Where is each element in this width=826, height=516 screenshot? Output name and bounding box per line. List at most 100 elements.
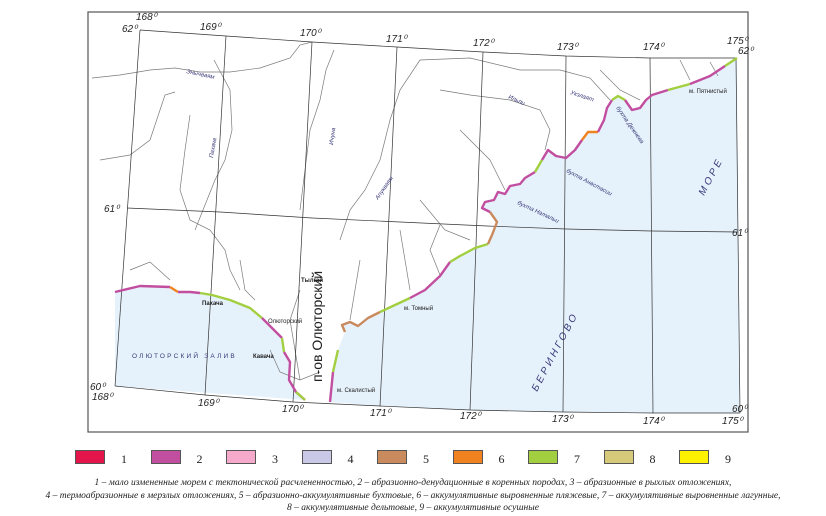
coast-segment	[596, 99, 614, 133]
caption-line: 4 – термоабразионные в мерзлых отложения…	[45, 490, 781, 501]
river	[679, 59, 691, 81]
cape-label: м. Томный	[404, 305, 433, 312]
meridian-line	[469, 51, 484, 411]
coast-segment	[624, 88, 669, 112]
coast-segment	[169, 285, 179, 294]
coast-segment	[295, 391, 306, 401]
lon-top-label: 174⁰	[643, 42, 666, 53]
legend: 1 2 3 4 5 6 7 8 9	[0, 450, 826, 470]
lon-top-label: 168⁰	[136, 12, 159, 23]
legend-swatch-1	[75, 450, 105, 464]
coast-segment	[261, 317, 283, 339]
coast-segment	[409, 261, 451, 300]
legend-swatch-8	[603, 450, 634, 464]
meridian-line	[204, 35, 227, 396]
sea-water	[330, 58, 740, 413]
river-label: Пахача	[209, 137, 218, 158]
river	[91, 41, 313, 79]
legend-swatch-5	[377, 450, 407, 464]
meridian-line	[649, 57, 654, 414]
river-network	[91, 41, 719, 381]
legend-caption: 1 – мало измененные морем с тектоническо…	[0, 477, 826, 515]
legend-number: 3	[272, 452, 278, 466]
lon-top-label: 175⁰	[727, 36, 750, 47]
river	[289, 289, 301, 381]
coast-segment	[611, 94, 626, 102]
coast-segment	[199, 291, 263, 319]
legend-number: 1	[121, 452, 127, 466]
lon-bottom-label: 169⁰	[198, 398, 221, 409]
settlement-label: Кавача	[253, 354, 274, 360]
legend-swatch-7	[528, 450, 558, 464]
legend-number: 7	[574, 452, 580, 466]
lon-top-label: 171⁰	[386, 34, 409, 45]
legend-number: 4	[347, 452, 354, 466]
coordinate-grid	[114, 29, 741, 414]
river	[459, 129, 506, 191]
lon-bottom-label: 172⁰	[460, 411, 483, 422]
river	[194, 59, 233, 231]
meridian-line	[562, 55, 567, 413]
coast-segment	[689, 65, 726, 86]
coast-segment	[379, 296, 411, 314]
legend-swatch-3	[226, 450, 256, 464]
peninsula-label: п-ов Олюторский	[309, 271, 325, 382]
lat-left-label: 62⁰	[122, 24, 139, 35]
coast-segment	[449, 242, 489, 264]
coast-segment	[581, 130, 598, 141]
gulf-label: ОЛЮТОРСКИЙ ЗАЛИВ	[132, 351, 237, 360]
coast-segment	[114, 284, 171, 294]
river	[339, 57, 611, 241]
lon-bottom-label: 174⁰	[643, 416, 666, 427]
legend-swatch-2	[150, 450, 181, 464]
river	[299, 49, 335, 211]
lon-bottom-label: 173⁰	[552, 414, 575, 425]
river-label: Энычваям	[186, 69, 215, 81]
river	[599, 69, 641, 101]
river	[349, 259, 361, 321]
coast-segment	[724, 57, 738, 67]
river	[429, 224, 441, 276]
legend-swatch-9	[679, 450, 709, 464]
lon-top-label: 172⁰	[473, 38, 496, 49]
legend-number: 6	[498, 452, 505, 466]
river	[439, 89, 551, 151]
legend-swatch-6	[452, 450, 483, 464]
meridian-line	[735, 57, 741, 414]
river	[239, 259, 256, 301]
legend-number: 5	[423, 452, 429, 466]
river	[419, 199, 471, 241]
coast-segment	[331, 349, 340, 373]
coast-segment	[486, 211, 499, 245]
lon-bottom-label: 168⁰	[92, 392, 115, 403]
coast-segment	[178, 290, 201, 295]
lon-top-label: 173⁰	[557, 42, 580, 53]
lat-right-label: 62⁰	[738, 46, 755, 57]
cape-label: м. Скалистый	[337, 387, 375, 394]
parallel-line	[114, 385, 740, 414]
legend-number: 2	[196, 452, 203, 466]
lon-top-label: 170⁰	[300, 28, 323, 39]
river-label: Ичуна	[329, 127, 337, 145]
river	[179, 114, 241, 291]
meridian-line	[379, 46, 398, 407]
lon-bottom-label: 175⁰	[722, 416, 745, 427]
coast-segment	[280, 337, 286, 353]
settlement-label: Олюторский	[268, 318, 302, 325]
coastal-map: 168⁰ 169⁰ 170⁰ 171⁰ 172⁰ 173⁰ 174⁰ 175⁰ …	[87, 11, 755, 433]
river	[399, 229, 411, 291]
legend-swatch-4	[301, 450, 332, 464]
parallel-line	[139, 29, 736, 59]
river	[709, 61, 719, 77]
river	[129, 261, 171, 281]
legend-number: 9	[725, 452, 731, 466]
legend-number: 8	[649, 452, 656, 466]
coast-segment	[533, 159, 544, 173]
coast-segment	[340, 310, 381, 333]
lon-bottom-label: 170⁰	[282, 404, 305, 415]
caption-line: 8 – аккумулятивные дельтовые, 9 – аккуму…	[287, 503, 539, 513]
settlement-label: Пахача	[202, 301, 224, 307]
cape-label: м. Пятнистый	[689, 88, 727, 95]
lat-left-label: 61⁰	[104, 204, 121, 215]
coast-segment	[667, 82, 691, 92]
